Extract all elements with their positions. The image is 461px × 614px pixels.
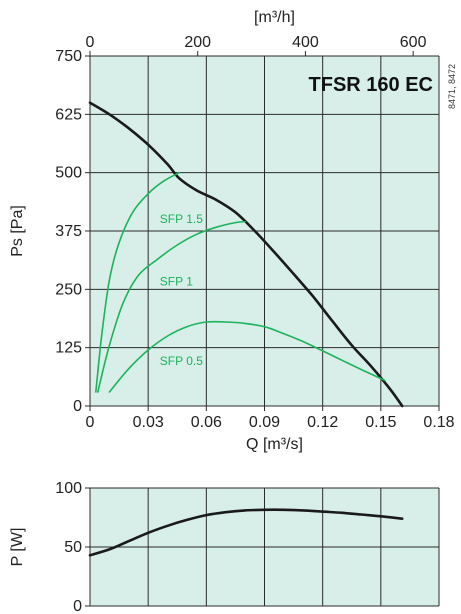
sfp-curve xyxy=(97,220,246,393)
x-axis-title: Q [m³/s] xyxy=(246,436,303,453)
chart-title: TFSR 160 EC xyxy=(309,74,433,96)
top-x-tick-label: 200 xyxy=(184,34,211,51)
y-tick-label: 250 xyxy=(55,281,82,298)
sfp-curve xyxy=(95,171,180,393)
sfp-label: SFP 0.5 xyxy=(160,354,203,368)
top-x-tick-label: 600 xyxy=(400,34,427,51)
x-tick-label: 0.18 xyxy=(423,414,454,431)
top-x-tick-label: 0 xyxy=(86,34,95,51)
y-tick-label: 375 xyxy=(55,223,82,240)
y-axis-title: Ps [Pa] xyxy=(9,205,26,257)
x-tick-label: 0.03 xyxy=(133,414,164,431)
y-tick-label: 100 xyxy=(55,480,82,497)
x-tick-label: 0.15 xyxy=(365,414,396,431)
pressure-chart: 0 0.03 0.06 0.09 0.12 0.15 0.18 0 125 250 375 500 62… xyxy=(9,9,457,453)
x-tick-label: 0.12 xyxy=(307,414,338,431)
y-axis-title: P [W] xyxy=(9,528,26,567)
y-tick-label: 50 xyxy=(64,539,82,556)
y-tick-label: 625 xyxy=(55,106,82,123)
y-tick-label: 750 xyxy=(55,48,82,65)
power-curve xyxy=(88,508,404,557)
y-tick-label: 0 xyxy=(73,398,82,415)
y-tick-label: 0 xyxy=(73,598,82,614)
top-x-tick-label: 400 xyxy=(292,34,319,51)
top-x-axis-title: [m³/h] xyxy=(254,9,295,26)
sfp-label: SFP 1 xyxy=(160,275,193,289)
x-tick-label: 0 xyxy=(86,414,95,431)
y-tick-label: 500 xyxy=(55,165,82,182)
sfp-label: SFP 1.5 xyxy=(160,212,203,226)
x-tick-label: 0.09 xyxy=(249,414,280,431)
side-code: 8471, 8472 xyxy=(447,64,457,109)
y-tick-label: 125 xyxy=(55,340,82,357)
x-tick-label: 0.06 xyxy=(191,414,222,431)
sfp-curve xyxy=(108,320,386,393)
power-chart: 0 50 100 P [W] xyxy=(9,480,440,614)
